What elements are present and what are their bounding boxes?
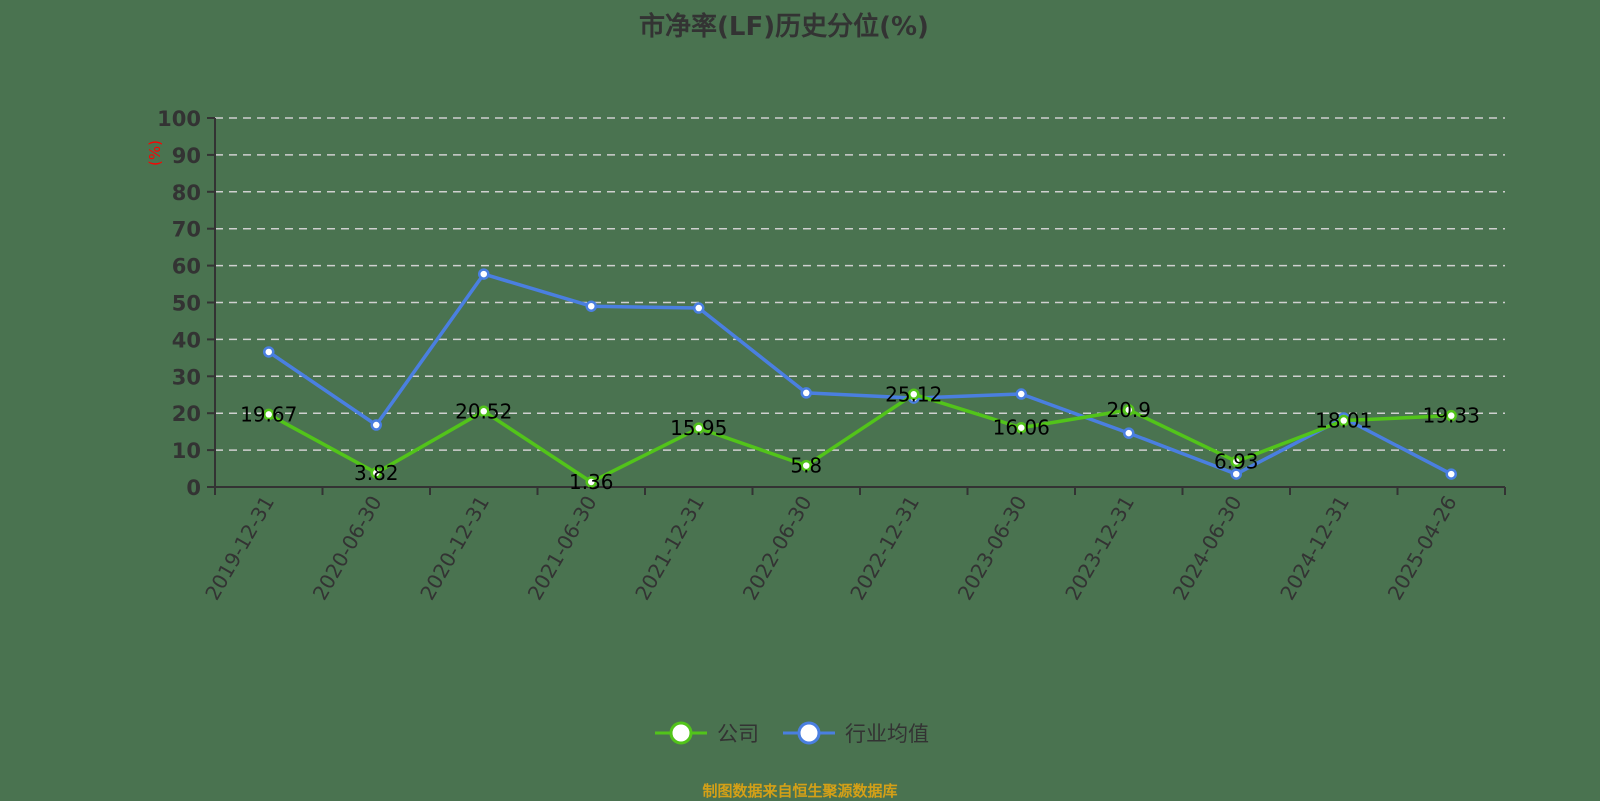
company-data-label: 20.52 [455, 399, 512, 423]
axes: 0 10 20 30 40 50 60 70 80 90 100 (%) 2019-12-31 2020-… [146, 107, 1506, 605]
company-data-point[interactable] [263, 408, 275, 421]
gridlines [215, 117, 1505, 451]
industry-avg-data-point[interactable] [1445, 468, 1457, 480]
y-tick-label: 60 [172, 255, 201, 279]
x-tick-label: 2024-12-31 [1275, 492, 1354, 605]
company-data-point[interactable] [370, 467, 382, 479]
legend-label-company: 公司 [717, 722, 759, 746]
company-line[interactable] [267, 392, 1452, 484]
y-tick-label: 70 [172, 218, 201, 242]
company-data-label: 15.95 [670, 416, 727, 440]
y-tick-label: 20 [172, 402, 201, 426]
company-data-point[interactable] [693, 422, 705, 434]
company-data-label: 20.9 [1106, 398, 1151, 422]
x-tick-label: 2020-12-31 [415, 492, 494, 605]
company-data-label: 19.33 [1423, 404, 1480, 428]
line-chart: 0 10 20 30 40 50 60 70 80 90 100 (%) 2019-12-31 2020-… [146, 107, 1506, 605]
x-tick-label: 2020-06-30 [308, 492, 387, 605]
company-data-label: 3.82 [354, 461, 399, 485]
chart-title: 市净率(LF)历史分位(%) [639, 12, 929, 42]
company-data-label: 25.12 [885, 382, 942, 406]
company-data-point[interactable] [585, 476, 597, 488]
company-data-label: 16.06 [993, 416, 1050, 440]
series-lines[interactable] [263, 268, 1457, 488]
y-tick-label: 80 [172, 181, 201, 205]
x-tick-label: 2021-06-30 [523, 492, 602, 605]
company-data-point[interactable] [1015, 421, 1027, 434]
legend-item-industry-avg[interactable]: 行业均值 [783, 718, 929, 748]
x-tick-label: 2021-12-31 [630, 492, 709, 605]
company-data-label: 18.01 [1315, 409, 1372, 433]
y-tick-label: 40 [172, 328, 201, 352]
industry-avg-series-icon [783, 721, 835, 745]
company-series-icon [655, 721, 707, 745]
y-tick-label: 10 [172, 439, 201, 463]
company-data-point[interactable] [908, 388, 920, 401]
x-tick-label: 2019-12-31 [200, 492, 279, 605]
company-data-label: 5.8 [790, 454, 822, 478]
x-tick-label: 2024-06-30 [1168, 492, 1247, 605]
legend: 公司 行业均值 [655, 718, 929, 748]
legend-item-company[interactable]: 公司 [655, 718, 759, 748]
company-data-point[interactable] [1445, 409, 1457, 422]
industry-avg-data-point[interactable] [370, 419, 382, 431]
y-tick-label: 30 [172, 365, 201, 389]
industry-avg-data-point[interactable] [800, 387, 812, 399]
industry-avg-data-point[interactable] [693, 302, 705, 314]
data-labels: 19.67 3.82 20.52 1.36 15.95 5.8 25.12 16.06 20.9… [240, 382, 1480, 494]
company-data-label: 19.67 [240, 402, 297, 426]
company-data-label: 6.93 [1214, 449, 1259, 473]
company-data-point[interactable] [800, 459, 812, 472]
legend-label-industry-avg: 行业均值 [845, 722, 929, 746]
x-tick-label: 2022-06-30 [738, 492, 817, 605]
y-tick-label: 90 [172, 144, 201, 168]
y-tick-label: 0 [186, 476, 201, 500]
industry-avg-data-point[interactable] [1015, 388, 1027, 400]
data-source-footer: 制图数据来自恒生聚源数据库 [702, 782, 898, 800]
company-data-point[interactable] [1230, 455, 1242, 468]
industry-avg-data-point[interactable] [1230, 468, 1242, 480]
y-axis-unit-label: (%) [146, 140, 164, 166]
industry-avg-line[interactable] [267, 272, 1453, 476]
company-data-point[interactable] [478, 405, 490, 418]
company-data-label: 1.36 [569, 470, 614, 494]
x-tick-label: 2022-12-31 [845, 492, 924, 605]
company-data-point[interactable] [1338, 414, 1350, 427]
company-data-point[interactable] [1123, 404, 1135, 416]
y-tick-label: 100 [157, 107, 201, 131]
x-tick-label: 2025-04-26 [1383, 492, 1462, 605]
x-tick-label: 2023-06-30 [953, 492, 1032, 605]
industry-avg-data-point[interactable] [263, 346, 275, 358]
industry-avg-data-point[interactable] [585, 300, 597, 312]
industry-avg-data-point[interactable] [478, 268, 490, 280]
y-tick-label: 50 [172, 292, 201, 316]
x-tick-label: 2023-12-31 [1060, 492, 1139, 605]
industry-avg-data-point[interactable] [1123, 427, 1135, 439]
